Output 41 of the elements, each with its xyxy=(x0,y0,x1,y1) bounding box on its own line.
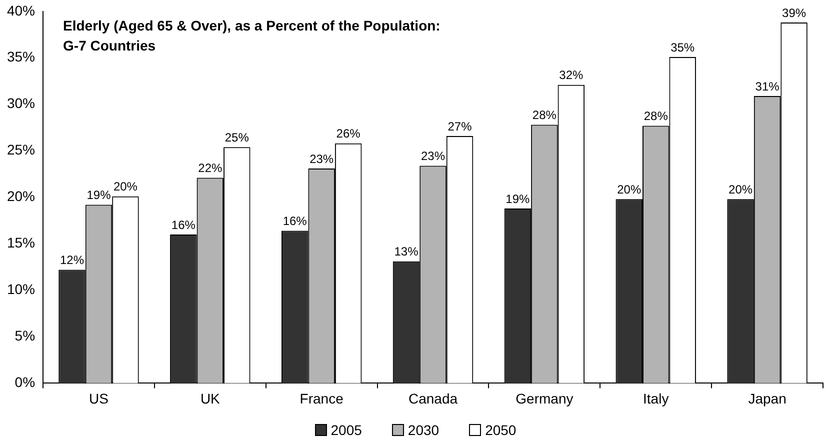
y-tick-label: 15% xyxy=(6,234,36,251)
data-label: 22% xyxy=(198,161,222,176)
data-label: 27% xyxy=(448,119,472,134)
data-label: 28% xyxy=(532,108,557,122)
y-tick-label: 10% xyxy=(6,281,36,298)
data-label: 23% xyxy=(420,149,446,164)
x-tick-label: UK xyxy=(200,390,221,406)
data-label: 13% xyxy=(394,244,419,259)
x-tick-label: Canada xyxy=(408,390,458,406)
data-label: 20% xyxy=(113,180,138,194)
y-tick-label: 0% xyxy=(14,374,36,390)
y-tick-label: 40% xyxy=(6,2,36,18)
x-tick-label: Germany xyxy=(516,390,574,406)
data-label: 25% xyxy=(224,130,250,144)
x-tick-label: Japan xyxy=(748,390,786,406)
data-label: 31% xyxy=(755,79,780,94)
data-label: 23% xyxy=(310,152,334,166)
data-label: 35% xyxy=(670,40,695,54)
legend-label: 2030 xyxy=(408,422,440,438)
data-label: 39% xyxy=(782,6,806,20)
y-tick-label: 35% xyxy=(6,48,36,65)
data-label: 16% xyxy=(171,218,196,232)
y-tick-label: 25% xyxy=(6,142,36,158)
x-tick-label: France xyxy=(300,390,344,406)
data-label: 19% xyxy=(86,188,112,202)
text: 2050 xyxy=(485,422,516,438)
data-label: 32% xyxy=(559,68,584,82)
data-label: 28% xyxy=(644,109,668,124)
y-tick-label: 20% xyxy=(6,188,36,204)
data-label: 20% xyxy=(728,182,753,196)
data-label: 16% xyxy=(282,214,308,228)
data-label: 12% xyxy=(60,253,84,268)
data-label: 26% xyxy=(336,126,361,141)
data-label: 19% xyxy=(506,192,530,206)
x-tick-label: US xyxy=(89,390,108,406)
x-tick-label: Italy xyxy=(643,390,669,406)
data-label: 20% xyxy=(617,182,642,196)
y-tick-label: 5% xyxy=(14,328,36,344)
text: Elderly (Aged 65 & Over), as a Percent of the Population: G-7 Countries xyxy=(63,17,440,54)
legend-label: 2005 xyxy=(330,422,362,438)
y-tick-label: 30% xyxy=(6,95,36,112)
